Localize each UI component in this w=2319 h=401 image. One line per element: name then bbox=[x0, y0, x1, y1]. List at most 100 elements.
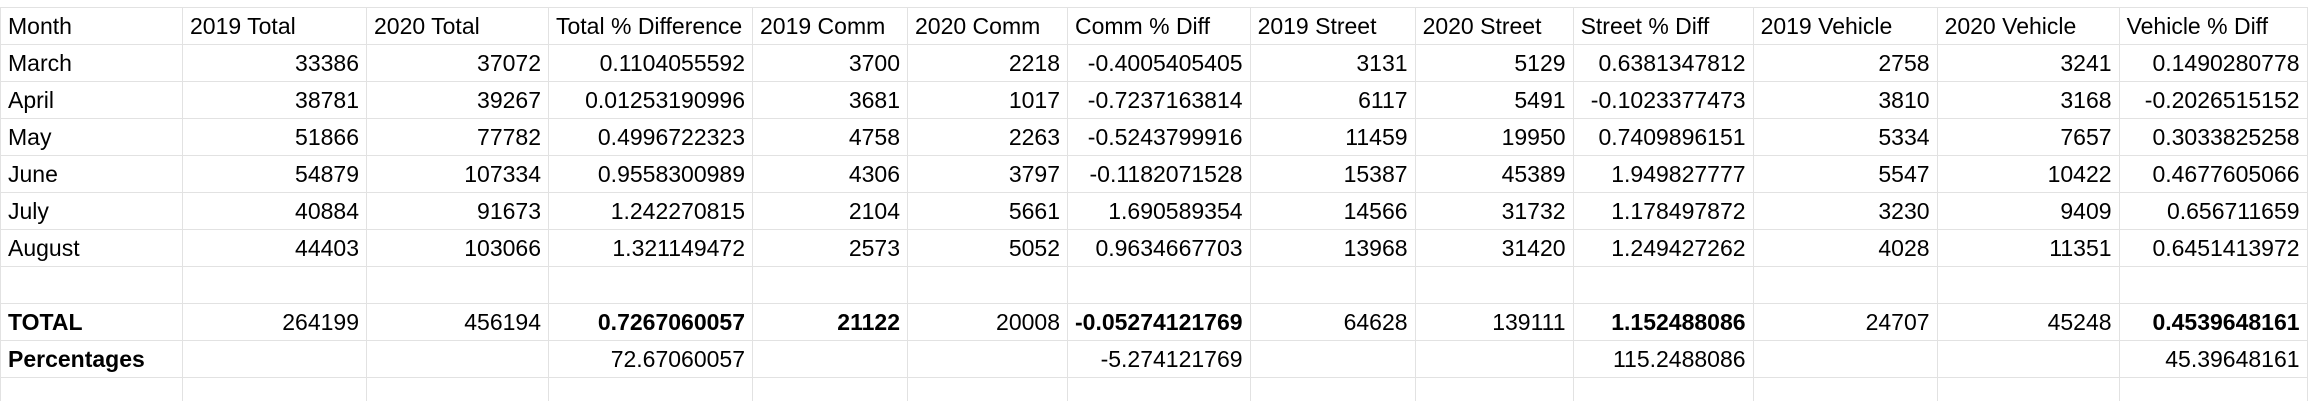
cell: -0.5243799916 bbox=[1067, 118, 1251, 156]
cell: 2263 bbox=[907, 118, 1068, 156]
empty-cell bbox=[907, 266, 1068, 304]
cell: 3810 bbox=[1752, 81, 1938, 119]
empty-cell bbox=[1752, 340, 1938, 378]
cell: 3681 bbox=[752, 81, 908, 119]
total-row: TOTAL 264199 456194 0.7267060057 21122 20008-… bbox=[0, 303, 2308, 341]
cell: 11459 bbox=[1249, 118, 1416, 156]
cell: 38781 bbox=[182, 81, 367, 119]
cell: 2020 Total bbox=[366, 7, 549, 45]
empty-cell bbox=[366, 377, 549, 401]
empty-cell bbox=[752, 266, 908, 304]
cell: 45248 bbox=[1936, 303, 2120, 341]
empty-cell bbox=[548, 266, 753, 304]
cell: 40884 bbox=[182, 192, 367, 230]
cell: 39267 bbox=[366, 81, 549, 119]
data-row: July 40884 91673 1.242270815 2104 5661 1.69058… bbox=[0, 192, 2308, 230]
cell: -0.7237163814 bbox=[1067, 81, 1251, 119]
cell: 0.6381347812 bbox=[1572, 44, 1754, 82]
cell: 31732 bbox=[1414, 192, 1574, 230]
cell: 3700 bbox=[752, 44, 908, 82]
percentages-row: Percentages 72.67060057 -5.274121769 115.24… bbox=[0, 340, 2308, 378]
data-row: March 33386 37072 0.1104055592 3700 2218 -0.40… bbox=[0, 44, 2308, 82]
cell: 0.4539648161 bbox=[2118, 303, 2308, 341]
cell: -0.1182071528 bbox=[1067, 155, 1251, 193]
cell: 2020 Street bbox=[1414, 7, 1574, 45]
cell: 2019 Street bbox=[1249, 7, 1416, 45]
cell: 264199 bbox=[182, 303, 367, 341]
cell: 2019 Total bbox=[182, 7, 367, 45]
cell: 456194 bbox=[366, 303, 549, 341]
empty-cell bbox=[0, 266, 183, 304]
cell: 1017 bbox=[907, 81, 1068, 119]
cell: 19950 bbox=[1414, 118, 1574, 156]
cell: 14566 bbox=[1249, 192, 1416, 230]
empty-cell bbox=[1249, 266, 1416, 304]
cell: 77782 bbox=[366, 118, 549, 156]
cell: 24707 bbox=[1752, 303, 1938, 341]
empty-cell bbox=[1249, 377, 1416, 401]
cell: 0.7267060057 bbox=[548, 303, 753, 341]
cell: 103066 bbox=[366, 229, 549, 267]
cell: 1.949827777 bbox=[1572, 155, 1754, 193]
empty-cell bbox=[1936, 377, 2120, 401]
cell: 20008 bbox=[907, 303, 1068, 341]
empty-cell bbox=[548, 377, 753, 401]
cell: 1.690589354 bbox=[1067, 192, 1251, 230]
cell: -0.2026515152 bbox=[2118, 81, 2308, 119]
empty-cell bbox=[366, 340, 549, 378]
data-row: June 54879 107334 0.9558300989 4306 3797 -0.11… bbox=[0, 155, 2308, 193]
row-label: June bbox=[0, 155, 183, 193]
row-label: TOTAL bbox=[0, 303, 183, 341]
cell: 64628 bbox=[1249, 303, 1416, 341]
cell: 9409 bbox=[1936, 192, 2120, 230]
cell: 0.4996722323 bbox=[548, 118, 753, 156]
row-label: Percentages bbox=[0, 340, 183, 378]
row-label: July bbox=[0, 192, 183, 230]
cell: 115.2488086 bbox=[1572, 340, 1754, 378]
cell: 54879 bbox=[182, 155, 367, 193]
row-label: May bbox=[0, 118, 183, 156]
empty-cell bbox=[907, 340, 1068, 378]
cell: 5052 bbox=[907, 229, 1068, 267]
cell: 3797 bbox=[907, 155, 1068, 193]
cell: 0.9558300989 bbox=[548, 155, 753, 193]
row-label: Month bbox=[0, 7, 183, 45]
empty-cell bbox=[2118, 377, 2308, 401]
cell: 2019 Vehicle bbox=[1752, 7, 1938, 45]
cell: 1.249427262 bbox=[1572, 229, 1754, 267]
empty-cell bbox=[752, 377, 908, 401]
cell: 3168 bbox=[1936, 81, 2120, 119]
cell: 3131 bbox=[1249, 44, 1416, 82]
cell: 3230 bbox=[1752, 192, 1938, 230]
cell: 4306 bbox=[752, 155, 908, 193]
cell: 2573 bbox=[752, 229, 908, 267]
row-label: March bbox=[0, 44, 183, 82]
cell: Vehicle % Diff bbox=[2118, 7, 2308, 45]
cell: Comm % Diff bbox=[1067, 7, 1251, 45]
cell: 15387 bbox=[1249, 155, 1416, 193]
empty-cell bbox=[182, 266, 367, 304]
cell: 0.1104055592 bbox=[548, 44, 753, 82]
data-row: April 38781 39267 0.01253190996 3681 1017 -0.7… bbox=[0, 81, 2308, 119]
cell: 0.1490280778 bbox=[2118, 44, 2308, 82]
cell: 0.9634667703 bbox=[1067, 229, 1251, 267]
empty-cell bbox=[1936, 266, 2120, 304]
empty-cell bbox=[2118, 266, 2308, 304]
empty-cell bbox=[1752, 266, 1938, 304]
cell: 5547 bbox=[1752, 155, 1938, 193]
cell: 21122 bbox=[752, 303, 908, 341]
cell: 3241 bbox=[1936, 44, 2120, 82]
cell: 0.4677605066 bbox=[2118, 155, 2308, 193]
cell: 0.01253190996 bbox=[548, 81, 753, 119]
cell: 2020 Comm bbox=[907, 7, 1068, 45]
row-label: April bbox=[0, 81, 183, 119]
data-row: August 44403 103066 1.321149472 2573 5052 0.96… bbox=[0, 229, 2308, 267]
cell: 0.7409896151 bbox=[1572, 118, 1754, 156]
empty-cell bbox=[1572, 266, 1754, 304]
cell: 72.67060057 bbox=[548, 340, 753, 378]
cell: 11351 bbox=[1936, 229, 2120, 267]
cell: 2758 bbox=[1752, 44, 1938, 82]
cell: 13968 bbox=[1249, 229, 1416, 267]
cell: -5.274121769 bbox=[1067, 340, 1251, 378]
